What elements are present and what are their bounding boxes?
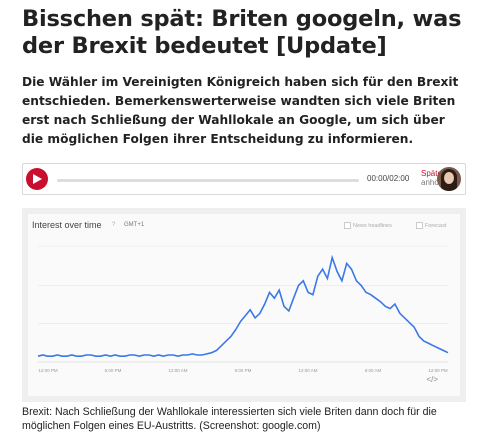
audio-player: 00:00/02:00 Später anhören [22,163,466,195]
image-caption: Brexit: Nach Schließung der Wahllokale i… [22,406,437,432]
x-tick-label: 12:00 AM [168,368,187,373]
news-headlines-checkbox: News headlines [344,222,392,229]
x-tick-label: 6:00 PM [235,368,252,373]
listen-later-label: Später [421,169,445,178]
timezone-label: GMT+1 [124,222,145,228]
chart-screenshot: Interest over time ? GMT+1 News headline… [22,208,466,402]
play-button[interactable] [26,168,48,190]
play-icon [33,174,42,184]
x-tick-label: 6:00 AM [365,368,382,373]
article: Bisschen spät: Briten googeln, was der B… [0,0,480,149]
article-title: Bisschen spät: Briten googeln, was der B… [22,6,462,59]
embed-icon: </> [426,375,438,384]
audio-progress-track[interactable] [57,179,359,182]
x-tick-label: 12:00 PM [38,368,58,373]
forecast-label: Forecast [425,222,447,229]
forecast-checkbox: Forecast [416,222,446,229]
x-tick-label: 12:00 PM [428,368,448,373]
x-tick-label: 6:00 PM [105,368,122,373]
article-lead: Die Wähler im Vereinigten Königreich hab… [22,75,459,146]
audio-time: 00:00/02:00 [367,174,410,183]
line-chart: 12:00 PM 6:00 PM 12:00 AM 6:00 PM 12:00 AM 6:… [37,245,449,373]
chart-title: Interest over time [32,220,102,230]
trends-chart: Interest over time ? GMT+1 News headline… [28,214,460,396]
listen-later-sublabel: anhören [421,178,451,187]
series-line [37,254,449,358]
help-icon: ? [112,222,116,228]
news-headlines-label: News headlines [353,222,392,229]
listen-later-button[interactable]: Später anhören [421,169,450,187]
x-tick-label: 12:00 AM [298,368,317,373]
speaker-avatar [437,167,461,191]
